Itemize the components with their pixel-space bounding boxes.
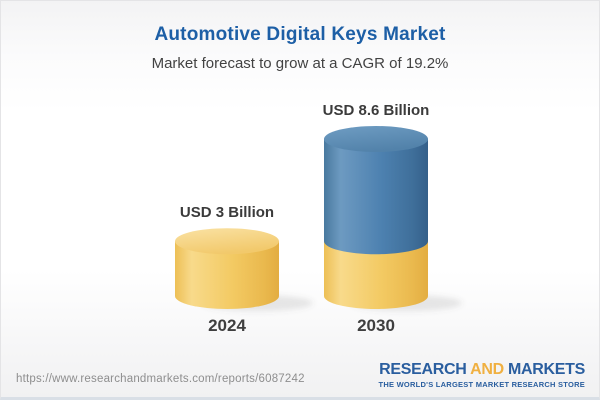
logo-word-and: AND [470, 361, 504, 379]
cylinder-segment-blue-2030 [324, 139, 428, 255]
logo-word-research: RESEARCH [379, 361, 467, 379]
value-label-2030: USD 8.6 Billion [323, 102, 430, 119]
chart-subtitle: Market forecast to grow at a CAGR of 19.… [151, 55, 449, 72]
cylinder-segment-gold-2024 [175, 241, 279, 309]
logo-tagline: THE WORLD'S LARGEST MARKET RESEARCH STOR… [378, 379, 585, 389]
chart-title: Automotive Digital Keys Market [154, 24, 446, 45]
year-label-2024: 2024 [208, 316, 246, 335]
report-url: https://www.researchandmarkets.com/repor… [16, 373, 305, 385]
year-label-2030: 2030 [357, 316, 395, 335]
cylinder-top-2030 [324, 126, 428, 152]
cylinder-top-2024 [175, 228, 279, 255]
cylinder-segment-gold-2030 [324, 241, 428, 309]
chart-header: Automotive Digital Keys Market Market fo… [1, 24, 599, 72]
research-and-markets-logo: RESEARCH AND MARKETS THE WORLD'S LARGEST… [378, 361, 586, 389]
logo-word-markets: MARKETS [507, 361, 585, 379]
value-label-2024: USD 3 Billion [180, 204, 274, 221]
logo-wordmark: RESEARCH AND MARKETS [379, 361, 585, 379]
